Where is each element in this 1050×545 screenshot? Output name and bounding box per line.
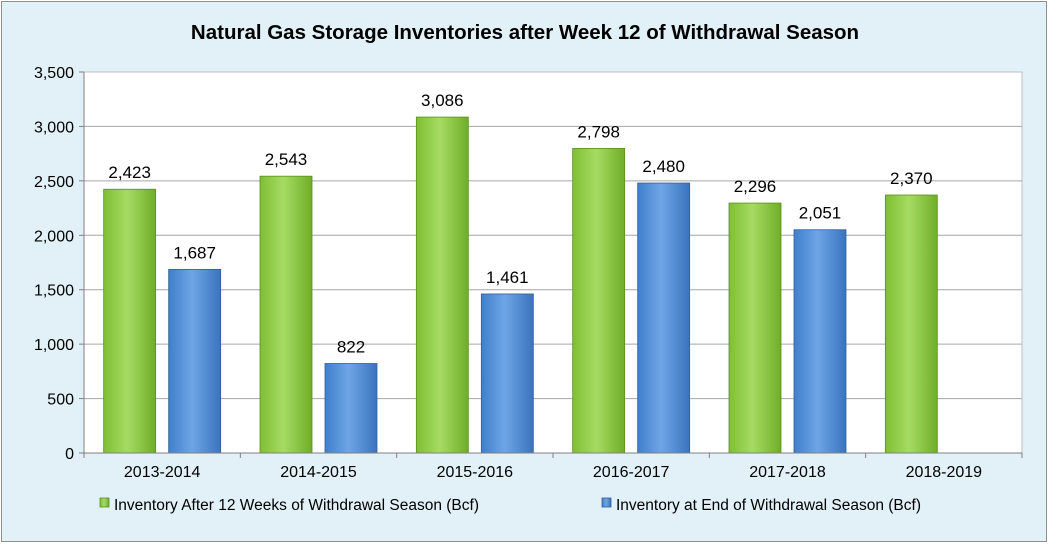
data-label-after-12-weeks: 2,423 [108, 163, 151, 182]
y-tick-label: 1,500 [34, 283, 74, 300]
x-tick-label: 2017-2018 [749, 464, 826, 481]
bar-end-of-season [793, 229, 847, 454]
bar-after-12-weeks [103, 188, 157, 454]
bar-after-12-weeks [884, 194, 938, 454]
legend-item-after-12-weeks: Inventory After 12 Weeks of Withdrawal S… [99, 497, 479, 514]
chart-title: Natural Gas Storage Inventories after We… [190, 21, 860, 44]
y-tick-label: 2,500 [34, 174, 74, 191]
legend: Inventory After 12 Weeks of Withdrawal S… [99, 497, 921, 514]
bar-end-of-season [637, 182, 691, 454]
x-tick-label: 2015-2016 [437, 464, 514, 481]
legend-swatch-after-12-weeks [99, 497, 110, 508]
data-label-after-12-weeks: 3,086 [421, 91, 464, 110]
bar-after-12-weeks [415, 116, 469, 454]
y-tick-label: 2,000 [34, 228, 74, 245]
legend-label-after-12-weeks: Inventory After 12 Weeks of Withdrawal S… [114, 497, 479, 514]
data-label-end-of-season: 1,687 [173, 243, 216, 262]
data-label-end-of-season: 2,051 [799, 204, 842, 223]
label-layer: 2,423 1,687 2,543 822 3,086 1,461 2,798 2,480 2,… [108, 91, 932, 356]
bar-end-of-season [168, 268, 222, 454]
bar-end-of-season [324, 363, 378, 454]
data-label-after-12-weeks: 2,543 [265, 150, 308, 169]
y-tick-label: 1,000 [34, 337, 74, 354]
bar-after-12-weeks [728, 202, 782, 454]
y-tick-label: 3,500 [34, 65, 74, 82]
legend-swatch-end-of-season [601, 497, 612, 508]
data-label-after-12-weeks: 2,370 [890, 169, 933, 188]
data-label-after-12-weeks: 2,296 [734, 177, 777, 196]
bar-after-12-weeks [572, 148, 626, 454]
data-label-end-of-season: 1,461 [486, 268, 529, 287]
grid-layer [84, 125, 1022, 400]
bar-after-12-weeks [259, 175, 313, 454]
x-tick-label: 2016-2017 [593, 464, 670, 481]
bar-end-of-season [480, 293, 534, 454]
data-label-end-of-season: 2,480 [642, 157, 685, 176]
x-tick-label: 2018-2019 [906, 464, 983, 481]
y-tick-label: 500 [47, 392, 74, 409]
axis-layer: 0 500 1,000 1,500 2,000 2,500 3,000 3,500 2013-2… [34, 65, 1023, 481]
plot-area [83, 71, 1023, 454]
data-label-end-of-season: 822 [337, 338, 365, 357]
bar-layer [103, 116, 938, 454]
y-tick-label: 3,000 [34, 119, 74, 136]
x-tick-label: 2013-2014 [124, 464, 201, 481]
x-tick-label: 2014-2015 [280, 464, 357, 481]
data-label-after-12-weeks: 2,798 [577, 122, 620, 141]
legend-label-end-of-season: Inventory at End of Withdrawal Season (B… [616, 497, 921, 514]
y-tick-label: 0 [65, 446, 74, 463]
legend-item-end-of-season: Inventory at End of Withdrawal Season (B… [601, 497, 921, 514]
